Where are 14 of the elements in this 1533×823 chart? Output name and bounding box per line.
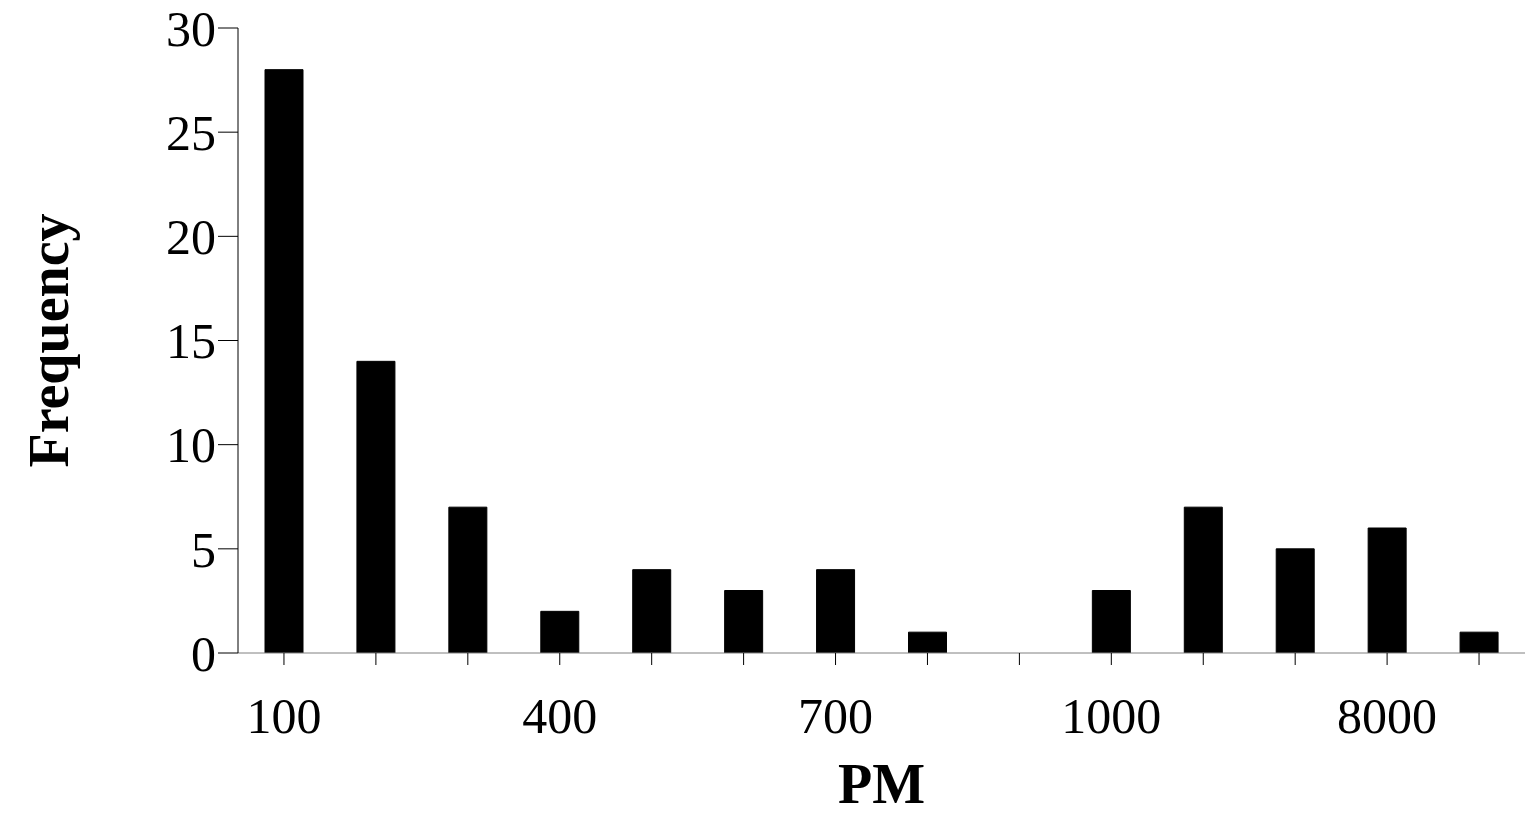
y-tick-label: 15 [166,313,216,370]
y-tick-label: 25 [166,104,216,161]
x-tick-label: 1000 [1061,687,1162,744]
y-tick-label: 30 [166,0,216,57]
y-tick-label: 10 [166,417,216,474]
x-tick-label: 400 [522,687,598,744]
y-tick-label: 20 [166,209,216,266]
y-axis-title: Frequency [17,213,80,468]
x-axis-title: PM [837,753,926,815]
y-tick-label: 5 [191,521,216,578]
x-tick-label: 100 [246,687,322,744]
x-tick-label: 700 [798,687,874,744]
y-tick-label: 0 [191,625,216,682]
x-tick-label: 8000 [1337,687,1438,744]
